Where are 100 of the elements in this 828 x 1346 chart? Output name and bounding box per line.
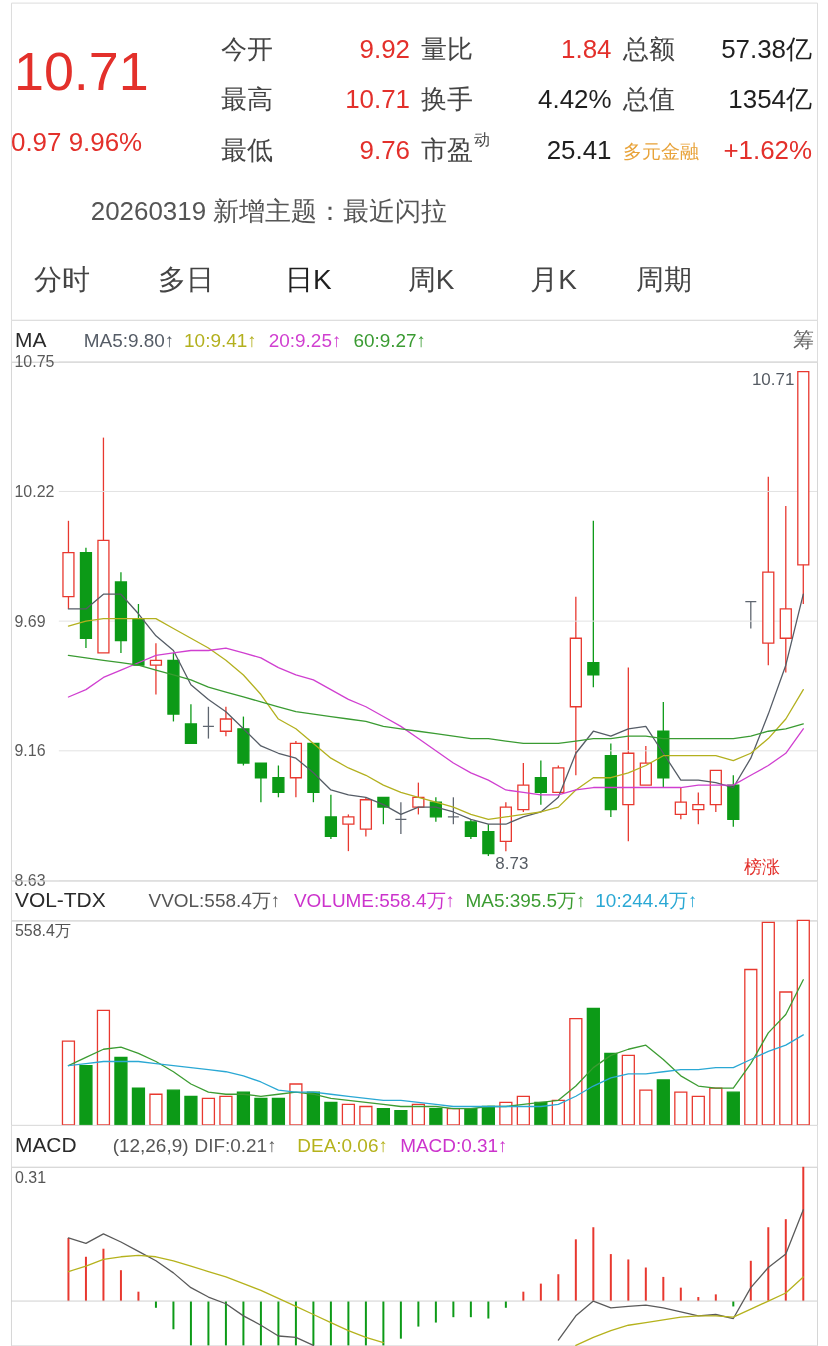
- bar: [767, 1227, 770, 1302]
- chart-title: VOL-TDX: [14, 888, 106, 912]
- bar: [744, 968, 758, 1126]
- line-series: [67, 654, 804, 745]
- bar: [604, 1052, 618, 1126]
- bar: [609, 1254, 612, 1302]
- candlestick: [149, 642, 163, 696]
- bar: [114, 1056, 128, 1126]
- y-tick-label: 10.22: [14, 482, 55, 500]
- text: 月K: [530, 263, 578, 295]
- candlestick: [342, 813, 355, 852]
- bar: [131, 1087, 146, 1126]
- candlestick: [482, 823, 495, 857]
- bar: [61, 1040, 76, 1126]
- bar: [201, 1097, 216, 1126]
- bar: [569, 1017, 583, 1126]
- bar: [779, 991, 793, 1126]
- bar: [294, 1301, 297, 1346]
- text: 10:9.41↑: [184, 329, 257, 351]
- text: 1.84: [561, 35, 612, 64]
- bar: [289, 1083, 303, 1126]
- text: MACD:0.31↑: [400, 1134, 508, 1156]
- text: 57.38亿: [721, 35, 813, 64]
- y-tick-label: 8.63: [14, 871, 46, 889]
- bar: [749, 1260, 752, 1302]
- bar: [219, 1095, 233, 1126]
- bar: [154, 1301, 157, 1308]
- text: 最高: [221, 85, 274, 114]
- bar: [796, 919, 810, 1126]
- bar: [341, 1103, 356, 1126]
- line-series: [67, 647, 804, 796]
- text: 4.42%: [538, 85, 612, 114]
- bar: [761, 921, 775, 1126]
- text: 10:244.4万↑: [595, 890, 698, 912]
- bar: [166, 1089, 181, 1126]
- candlestick: [639, 745, 652, 786]
- text: 0.31: [14, 1168, 47, 1186]
- bar: [411, 1103, 426, 1126]
- bar: [802, 1166, 805, 1302]
- bar: [662, 1276, 665, 1302]
- text: 0.97 9.96%: [10, 128, 143, 157]
- text: DIF:0.21↑: [194, 1134, 277, 1156]
- text: 多日: [157, 263, 214, 295]
- text: 周期: [636, 263, 693, 295]
- bar: [586, 1007, 600, 1126]
- candlestick: [324, 794, 338, 840]
- candlestick: [744, 600, 757, 630]
- text: 日K: [284, 263, 332, 295]
- bar: [207, 1301, 210, 1346]
- y-tick-label: 9.69: [14, 612, 46, 630]
- bar: [487, 1301, 490, 1319]
- bar: [324, 1101, 338, 1126]
- text: 1354亿: [728, 85, 813, 114]
- bar: [96, 1009, 111, 1126]
- candlestick: [202, 706, 215, 740]
- text: 9.76: [359, 136, 411, 165]
- bar: [691, 1095, 705, 1126]
- annotation: 8.73: [495, 854, 529, 873]
- bar: [726, 1091, 740, 1126]
- bar: [394, 1109, 408, 1126]
- bar: [382, 1301, 385, 1346]
- bar: [376, 1107, 391, 1126]
- bar: [149, 1093, 163, 1126]
- bar: [714, 1294, 717, 1302]
- text: VOLUME:558.4万↑: [293, 890, 456, 912]
- bar: [656, 1079, 670, 1126]
- bar: [627, 1259, 630, 1302]
- y-tick-label: 9.16: [14, 742, 46, 760]
- bar: [674, 1091, 688, 1126]
- candlestick: [254, 762, 268, 803]
- text: MA5:9.80↑: [83, 329, 175, 351]
- bar: [259, 1301, 262, 1346]
- text: 总值: [622, 85, 676, 114]
- annotation: 558.4万: [14, 922, 71, 940]
- bar: [242, 1301, 245, 1346]
- bar: [499, 1101, 513, 1126]
- bar: [621, 1054, 635, 1126]
- candlestick: [464, 818, 477, 840]
- text: 多元金融: [623, 141, 700, 163]
- text: 20260319 新增主题：最近闪拉: [90, 197, 448, 226]
- candlestick: [272, 764, 285, 798]
- chart-title: MA: [14, 327, 47, 351]
- candlestick: [674, 786, 687, 820]
- chart-title: MACD: [14, 1132, 77, 1156]
- text: 今开: [221, 35, 274, 64]
- text: 10.71: [345, 85, 411, 114]
- bar: [347, 1301, 350, 1346]
- bar: [359, 1105, 373, 1126]
- text: 60:9.27↑: [353, 329, 427, 351]
- candlestick: [534, 759, 547, 806]
- bar: [236, 1091, 251, 1126]
- bar: [639, 1089, 653, 1126]
- chart-subtitle: (12,26,9): [112, 1134, 189, 1156]
- candlestick: [219, 706, 233, 737]
- candlestick: [184, 703, 198, 745]
- annotation: 10.71: [751, 369, 795, 389]
- text: 9.92: [359, 35, 411, 64]
- bar: [254, 1097, 268, 1126]
- candlestick: [692, 791, 705, 825]
- candlestick: [587, 520, 600, 688]
